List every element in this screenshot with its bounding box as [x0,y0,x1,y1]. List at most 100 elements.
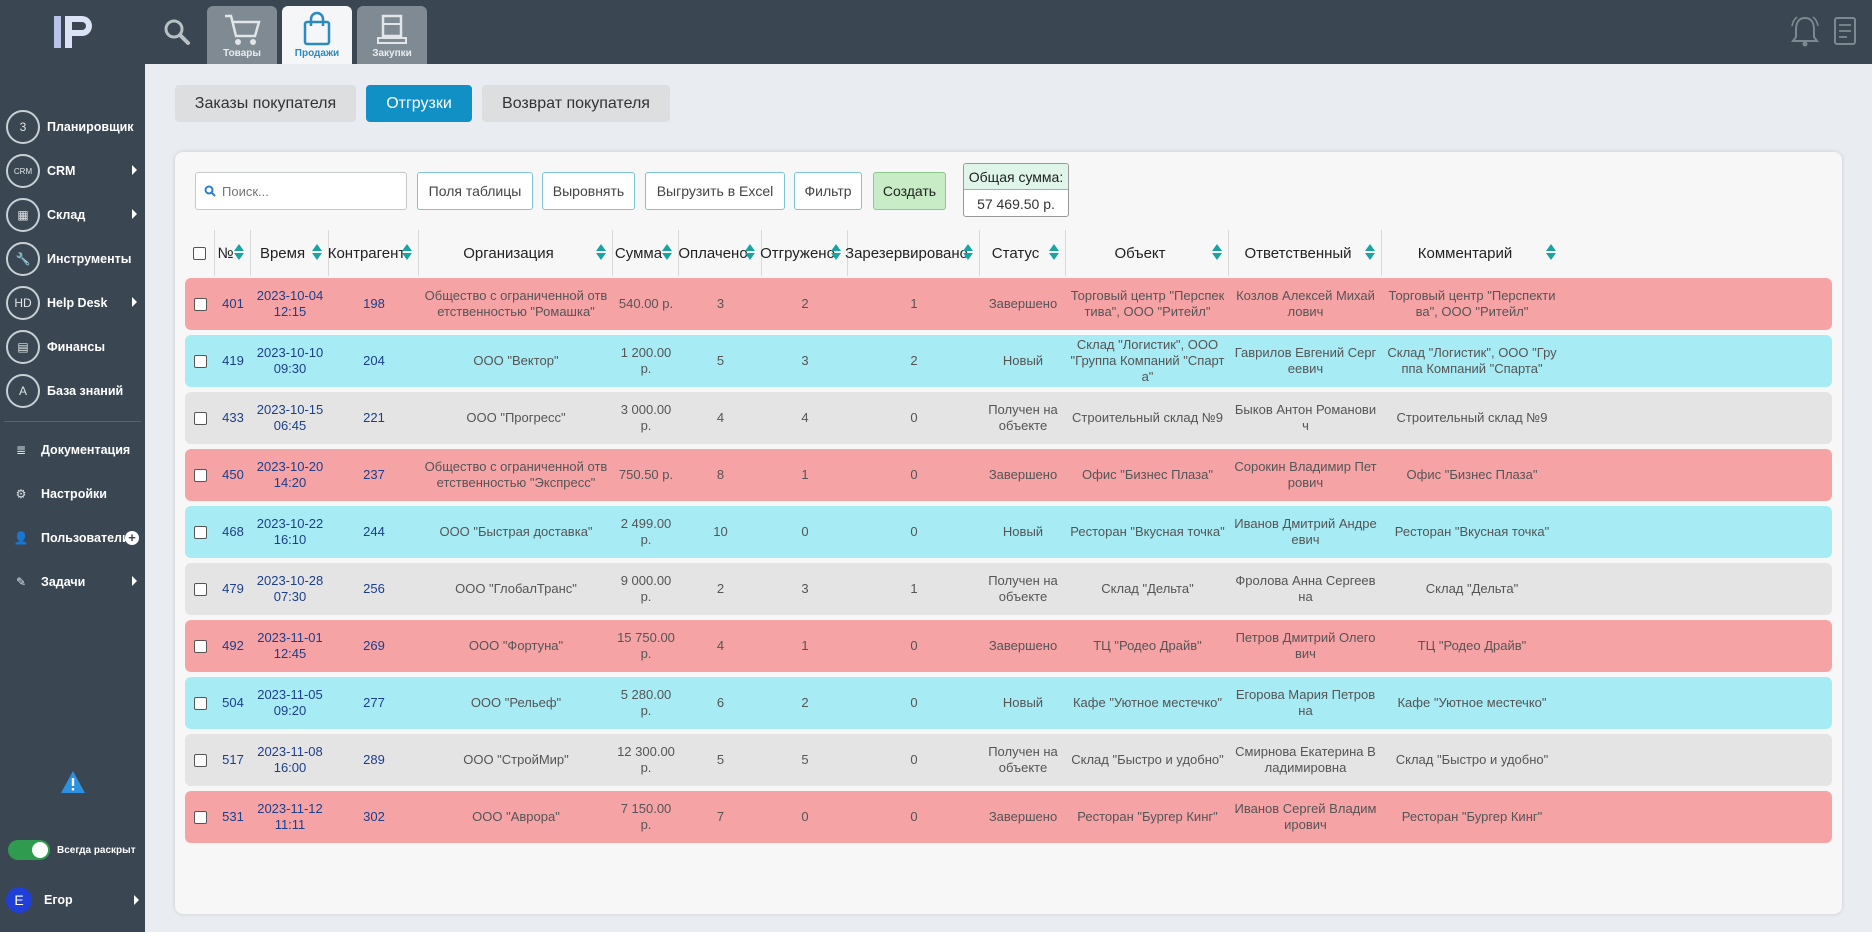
tab-sales[interactable]: Продажи [282,6,352,64]
sort-icon[interactable] [402,244,412,262]
select-all-checkbox[interactable] [193,246,206,260]
table-fields-button[interactable]: Поля таблицы [417,172,533,210]
sidebar-item-items-3[interactable]: 🔧 Инструменты [0,237,145,281]
sidebar-item-items2-1[interactable]: ⚙ Настройки [0,472,145,516]
tab-goods[interactable]: Товары [207,6,277,64]
sidebar-item-items-0[interactable]: 3 Планировщик [0,105,145,149]
cell-contractor[interactable]: 269 [363,638,385,653]
row-checkbox[interactable] [193,354,207,368]
user-menu[interactable]: Е Егор [6,886,141,914]
table-row[interactable]: 517 2023-11-08 16:00 289 ООО "СтройМир" 12 3… [185,734,1832,786]
sort-icon[interactable] [1546,244,1556,262]
sort-icon[interactable] [1365,244,1375,262]
table-row[interactable]: 450 2023-10-20 14:20 237 Общество с огранич… [185,449,1832,501]
sort-icon[interactable] [596,244,606,262]
export-excel-button[interactable]: Выгрузить в Excel [645,172,785,210]
bell-icon[interactable] [1790,14,1820,48]
column-header-contractor[interactable]: Контрагент [328,230,419,276]
table-row[interactable]: 492 2023-11-01 12:45 269 ООО "Фортуна" 15 75… [185,620,1832,672]
cell-num[interactable]: 479 [222,581,244,596]
sidebar-item-items-1[interactable]: CRM CRM [0,149,145,193]
cell-num[interactable]: 517 [222,752,244,767]
column-header-paid[interactable]: Оплачено [678,230,762,276]
cell-contractor[interactable]: 302 [363,809,385,824]
search-box[interactable] [195,172,407,210]
table-row[interactable]: 433 2023-10-15 06:45 221 ООО "Прогресс" 3 00… [185,392,1832,444]
tab-purchases[interactable]: Закупки [357,6,427,64]
sort-icon[interactable] [745,244,755,262]
cell-contractor[interactable]: 204 [363,353,385,368]
align-button[interactable]: Выровнять [542,172,635,210]
sort-icon[interactable] [234,244,244,262]
table-row[interactable]: 468 2023-10-22 16:10 244 ООО "Быстрая доста… [185,506,1832,558]
sidebar-item-items-6[interactable]: A База знаний [0,369,145,413]
row-checkbox[interactable] [193,639,207,653]
cell-num[interactable]: 468 [222,524,244,539]
cell-time[interactable]: 2023-11-05 09:20 [257,687,323,718]
cell-num[interactable]: 433 [222,410,244,425]
cell-contractor[interactable]: 256 [363,581,385,596]
sort-icon[interactable] [1049,244,1059,262]
row-checkbox[interactable] [193,753,207,767]
sidebar-item-items-2[interactable]: ▦ Склад [0,193,145,237]
column-header-num[interactable]: № [215,230,251,276]
sidebar-item-items2-2[interactable]: 👤 Пользователи + [0,516,145,560]
cell-num[interactable]: 401 [222,296,244,311]
table-row[interactable]: 479 2023-10-28 07:30 256 ООО "ГлобалТранс" 9… [185,563,1832,615]
cell-num[interactable]: 504 [222,695,244,710]
column-header-responsible[interactable]: Ответственный [1229,230,1382,276]
sidebar-item-items2-0[interactable]: ≣ Документация [0,428,145,472]
search-icon[interactable] [163,18,191,46]
cell-contractor[interactable]: 277 [363,695,385,710]
row-checkbox[interactable] [193,810,207,824]
sort-icon[interactable] [662,244,672,262]
warning-icon[interactable] [60,770,86,794]
subtab-customer-returns[interactable]: Возврат покупателя [482,85,670,122]
cell-contractor[interactable]: 289 [363,752,385,767]
row-checkbox[interactable] [193,696,207,710]
sort-icon[interactable] [312,244,322,262]
subtab-shipments[interactable]: Отгрузки [366,85,472,122]
cell-time[interactable]: 2023-10-04 12:15 [256,288,324,319]
checklist-icon[interactable] [1830,14,1860,48]
cell-num[interactable]: 531 [222,809,244,824]
sidebar-item-items-5[interactable]: ▤ Финансы [0,325,145,369]
row-checkbox[interactable] [193,468,207,482]
cell-num[interactable]: 450 [222,467,244,482]
table-row[interactable]: 419 2023-10-10 09:30 204 ООО "Вектор" 1 200.… [185,335,1832,387]
cell-contractor[interactable]: 221 [363,410,385,425]
sort-icon[interactable] [963,244,973,262]
column-header-sum[interactable]: Сумма [613,230,679,276]
search-input[interactable] [222,183,392,199]
column-header-shipped[interactable]: Отгружено [760,230,848,276]
row-checkbox[interactable] [193,297,207,311]
cell-time[interactable]: 2023-11-08 16:00 [257,744,323,775]
filter-button[interactable]: Фильтр [794,172,862,210]
column-header-reserved[interactable]: Зарезервировано [845,230,980,276]
table-row[interactable]: 504 2023-11-05 09:20 277 ООО "Рельеф" 5 280.… [185,677,1832,729]
sidebar-item-items-4[interactable]: HD Help Desk [0,281,145,325]
add-user-icon[interactable]: + [125,531,139,545]
row-checkbox[interactable] [193,525,207,539]
cell-num[interactable]: 419 [222,353,244,368]
sort-icon[interactable] [831,244,841,262]
column-header-object[interactable]: Объект [1066,230,1229,276]
cell-time[interactable]: 2023-10-15 06:45 [256,402,324,433]
cell-time[interactable]: 2023-11-12 11:11 [257,801,323,832]
table-row[interactable]: 531 2023-11-12 11:11 302 ООО "Аврора" 7 150.… [185,791,1832,843]
sort-icon[interactable] [1212,244,1222,262]
row-checkbox[interactable] [193,411,207,425]
cell-time[interactable]: 2023-10-10 09:30 [256,345,324,376]
cell-time[interactable]: 2023-10-20 14:20 [256,459,324,490]
column-header-time[interactable]: Время [251,230,329,276]
subtab-customer-orders[interactable]: Заказы покупателя [175,85,356,122]
always-expanded-toggle[interactable] [8,840,50,860]
row-checkbox[interactable] [193,582,207,596]
create-button[interactable]: Создать [873,172,946,210]
cell-num[interactable]: 492 [222,638,244,653]
cell-contractor[interactable]: 198 [363,296,385,311]
sidebar-item-items2-3[interactable]: ✎ Задачи [0,560,145,604]
cell-contractor[interactable]: 237 [363,467,385,482]
column-header-comment[interactable]: Комментарий [1382,230,1562,276]
cell-time[interactable]: 2023-11-01 12:45 [257,630,323,661]
